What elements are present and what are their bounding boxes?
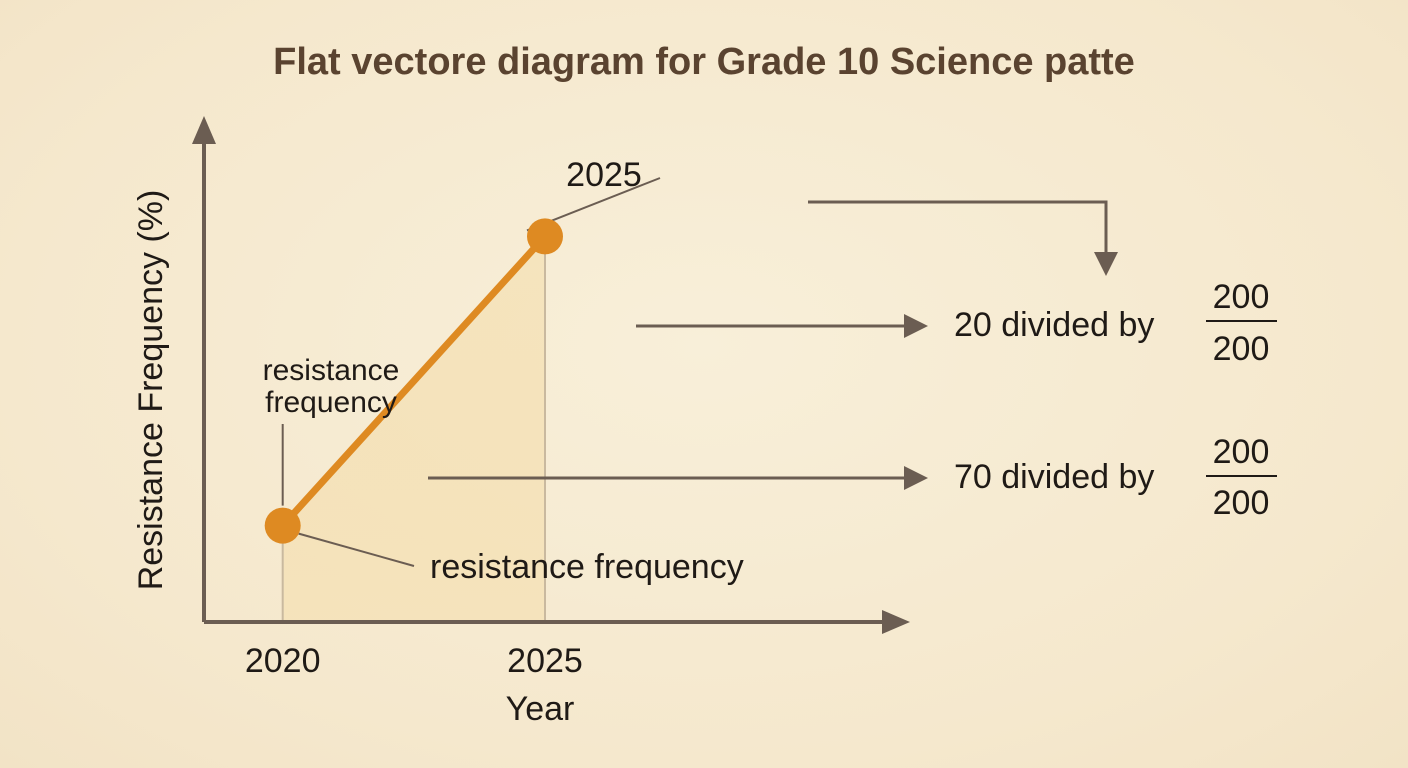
top-point-label: 2025 bbox=[566, 156, 642, 194]
callout-lower-denominator: 200 bbox=[1213, 484, 1270, 522]
y-axis-label: Resistance Frequency (%) bbox=[132, 190, 170, 591]
y-axis-arrowhead bbox=[192, 116, 216, 144]
callout-upper-arrowhead bbox=[904, 314, 928, 338]
area-under-line bbox=[282, 236, 545, 622]
series-line bbox=[279, 232, 549, 530]
callout-lower-text: 70 divided by bbox=[954, 458, 1154, 496]
bottom-point-label: resistance frequency bbox=[430, 548, 744, 586]
leader-line-bottom-label bbox=[298, 532, 415, 567]
data-point-2020 bbox=[264, 507, 301, 544]
callout-upper-numerator: 200 bbox=[1213, 278, 1270, 316]
callout-elbow-arrow bbox=[808, 200, 1108, 262]
callout-lower-arrowhead bbox=[904, 466, 928, 490]
callout-elbow-arrowhead bbox=[1094, 252, 1118, 276]
callout-upper-text: 20 divided by bbox=[954, 306, 1154, 344]
x-tick-label-2025: 2025 bbox=[507, 642, 583, 680]
left-label-line1: resistance bbox=[263, 354, 400, 387]
left-label-line2: frequency bbox=[265, 386, 397, 419]
x-axis-arrowhead bbox=[882, 610, 910, 634]
callout-lower-numerator: 200 bbox=[1213, 433, 1270, 471]
chart-title: Flat vectore diagram for Grade 10 Scienc… bbox=[273, 41, 1135, 83]
x-axis-label: Year bbox=[506, 690, 575, 728]
callout-upper-denominator: 200 bbox=[1213, 330, 1270, 368]
x-tick-label-2020: 2020 bbox=[245, 642, 321, 680]
data-point-2025 bbox=[527, 218, 563, 255]
